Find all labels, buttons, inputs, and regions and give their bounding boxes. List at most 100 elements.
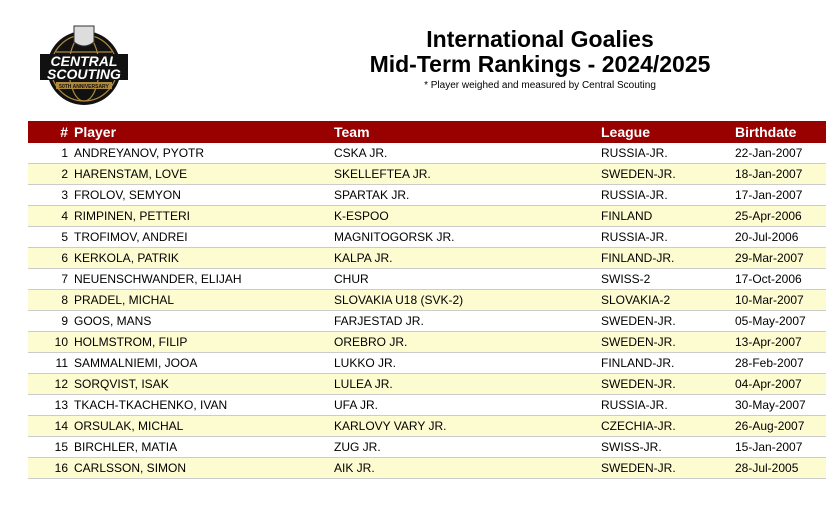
cell-league: RUSSIA-JR. bbox=[601, 394, 735, 416]
cell-rank: 12 bbox=[28, 373, 74, 395]
cell-rank: 13 bbox=[28, 394, 74, 416]
svg-text:50TH ANNIVERSARY: 50TH ANNIVERSARY bbox=[59, 84, 109, 90]
cell-birthdate: 04-Apr-2007 bbox=[735, 373, 826, 395]
table-row: 3 FROLOV, SEMYON SPARTAK JR. RUSSIA-JR. 17-J… bbox=[28, 184, 826, 206]
cell-league: SWEDEN-JR. bbox=[601, 310, 735, 332]
cell-birthdate: 17-Oct-2006 bbox=[735, 268, 826, 290]
table-row: 8 PRADEL, MICHAL SLOVAKIA U18 (SVK-2) SLOVA… bbox=[28, 289, 826, 311]
cell-birthdate: 20-Jul-2006 bbox=[735, 226, 826, 248]
cell-birthdate: 18-Jan-2007 bbox=[735, 163, 826, 185]
svg-text:SCOUTING: SCOUTING bbox=[47, 66, 121, 82]
cell-rank: 1 bbox=[28, 143, 74, 164]
table-row: 7 NEUENSCHWANDER, ELIJAH CHUR SWISS-2 17-Oct… bbox=[28, 268, 826, 290]
cell-birthdate: 26-Aug-2007 bbox=[735, 415, 826, 437]
cell-rank: 16 bbox=[28, 457, 74, 479]
table-row: 4 RIMPINEN, PETTERI K-ESPOO FINLAND 25-Apr-2… bbox=[28, 205, 826, 227]
cell-team: CHUR bbox=[334, 268, 601, 290]
cell-player: CARLSSON, SIMON bbox=[74, 457, 334, 479]
cell-league: SWEDEN-JR. bbox=[601, 457, 735, 479]
cell-league: FINLAND bbox=[601, 205, 735, 227]
page-subtitle: Mid-Term Rankings - 2024/2025 bbox=[369, 51, 711, 77]
cell-birthdate: 29-Mar-2007 bbox=[735, 247, 826, 269]
cell-birthdate: 30-May-2007 bbox=[735, 394, 826, 416]
footnote: * Player weighed and measured by Central… bbox=[424, 80, 656, 91]
col-player: Player bbox=[74, 121, 334, 143]
table-row: 14 ORSULAK, MICHAL KARLOVY VARY JR. CZECHIA… bbox=[28, 415, 826, 437]
cell-birthdate: 22-Jan-2007 bbox=[735, 143, 826, 164]
cell-player: PRADEL, MICHAL bbox=[74, 289, 334, 311]
table-row: 10 HOLMSTROM, FILIP OREBRO JR. SWEDEN-JR. 13… bbox=[28, 331, 826, 353]
svg-text:CENTRAL: CENTRAL bbox=[51, 53, 118, 69]
cell-birthdate: 25-Apr-2006 bbox=[735, 205, 826, 227]
cell-league: SWISS-JR. bbox=[601, 436, 735, 458]
cell-birthdate: 05-May-2007 bbox=[735, 310, 826, 332]
cell-league: FINLAND-JR. bbox=[601, 352, 735, 374]
cell-rank: 9 bbox=[28, 310, 74, 332]
cell-league: RUSSIA-JR. bbox=[601, 226, 735, 248]
cell-team: MAGNITOGORSK JR. bbox=[334, 226, 601, 248]
cell-player: SAMMALNIEMI, JOOA bbox=[74, 352, 334, 374]
col-team: Team bbox=[334, 121, 601, 143]
cell-player: TKACH-TKACHENKO, IVAN bbox=[74, 394, 334, 416]
cell-rank: 2 bbox=[28, 163, 74, 185]
cell-team: LULEA JR. bbox=[334, 373, 601, 395]
cell-league: SWEDEN-JR. bbox=[601, 331, 735, 353]
cell-player: TROFIMOV, ANDREI bbox=[74, 226, 334, 248]
table-row: 9 GOOS, MANS FARJESTAD JR. SWEDEN-JR. 05-May… bbox=[28, 310, 826, 332]
cell-team: LUKKO JR. bbox=[334, 352, 601, 374]
table-row: 16 CARLSSON, SIMON AIK JR. SWEDEN-JR. 28-Jul… bbox=[28, 457, 826, 479]
cell-rank: 10 bbox=[28, 331, 74, 353]
cell-rank: 15 bbox=[28, 436, 74, 458]
cell-league: RUSSIA-JR. bbox=[601, 143, 735, 164]
cell-rank: 7 bbox=[28, 268, 74, 290]
col-birthdate: Birthdate bbox=[735, 121, 826, 143]
cell-player: RIMPINEN, PETTERI bbox=[74, 205, 334, 227]
cell-league: SWEDEN-JR. bbox=[601, 373, 735, 395]
cell-birthdate: 28-Feb-2007 bbox=[735, 352, 826, 374]
cell-team: OREBRO JR. bbox=[334, 331, 601, 353]
cell-player: GOOS, MANS bbox=[74, 310, 334, 332]
cell-rank: 6 bbox=[28, 247, 74, 269]
cell-birthdate: 10-Mar-2007 bbox=[735, 289, 826, 311]
cell-team: CSKA JR. bbox=[334, 143, 601, 164]
col-league: League bbox=[601, 121, 735, 143]
cell-team: SLOVAKIA U18 (SVK-2) bbox=[334, 289, 601, 311]
table-row: 11 SAMMALNIEMI, JOOA LUKKO JR. FINLAND-JR. 2… bbox=[28, 352, 826, 374]
table-row: 6 KERKOLA, PATRIK KALPA JR. FINLAND-JR. 29-M… bbox=[28, 247, 826, 269]
cell-team: FARJESTAD JR. bbox=[334, 310, 601, 332]
cell-birthdate: 28-Jul-2005 bbox=[735, 457, 826, 479]
cell-rank: 8 bbox=[28, 289, 74, 311]
cell-rank: 11 bbox=[28, 352, 74, 374]
cell-birthdate: 15-Jan-2007 bbox=[735, 436, 826, 458]
cell-league: SWISS-2 bbox=[601, 268, 735, 290]
cell-player: ANDREYANOV, PYOTR bbox=[74, 143, 334, 164]
cell-rank: 5 bbox=[28, 226, 74, 248]
cell-team: KALPA JR. bbox=[334, 247, 601, 269]
cell-player: NEUENSCHWANDER, ELIJAH bbox=[74, 268, 334, 290]
cell-team: KARLOVY VARY JR. bbox=[334, 415, 601, 437]
cell-birthdate: 17-Jan-2007 bbox=[735, 184, 826, 206]
cell-league: RUSSIA-JR. bbox=[601, 184, 735, 206]
cell-player: BIRCHLER, MATIA bbox=[74, 436, 334, 458]
cell-player: SORQVIST, ISAK bbox=[74, 373, 334, 395]
page-title: International Goalies bbox=[426, 26, 654, 52]
cell-player: HARENSTAM, LOVE bbox=[74, 163, 334, 185]
cell-league: CZECHIA-JR. bbox=[601, 415, 735, 437]
cell-league: FINLAND-JR. bbox=[601, 247, 735, 269]
cell-team: UFA JR. bbox=[334, 394, 601, 416]
table-row: 2 HARENSTAM, LOVE SKELLEFTEA JR. SWEDEN-JR.… bbox=[28, 163, 826, 185]
cell-rank: 14 bbox=[28, 415, 74, 437]
table-row: 12 SORQVIST, ISAK LULEA JR. SWEDEN-JR. 04-Ap… bbox=[28, 373, 826, 395]
cell-team: SPARTAK JR. bbox=[334, 184, 601, 206]
col-rank: # bbox=[28, 121, 74, 143]
cell-player: FROLOV, SEMYON bbox=[74, 184, 334, 206]
cell-league: SLOVAKIA-2 bbox=[601, 289, 735, 311]
cell-player: HOLMSTROM, FILIP bbox=[74, 331, 334, 353]
table-row: 1 ANDREYANOV, PYOTR CSKA JR. RUSSIA-JR. 22-J… bbox=[28, 143, 826, 164]
rankings-table: # Player Team League Birthdate 1 ANDREYAN… bbox=[28, 121, 826, 479]
table-row: 5 TROFIMOV, ANDREI MAGNITOGORSK JR. RUSSIA-… bbox=[28, 226, 826, 248]
table-row: 15 BIRCHLER, MATIA ZUG JR. SWISS-JR. 15-Jan-… bbox=[28, 436, 826, 458]
cell-team: AIK JR. bbox=[334, 457, 601, 479]
cell-birthdate: 13-Apr-2007 bbox=[735, 331, 826, 353]
cell-rank: 4 bbox=[28, 205, 74, 227]
